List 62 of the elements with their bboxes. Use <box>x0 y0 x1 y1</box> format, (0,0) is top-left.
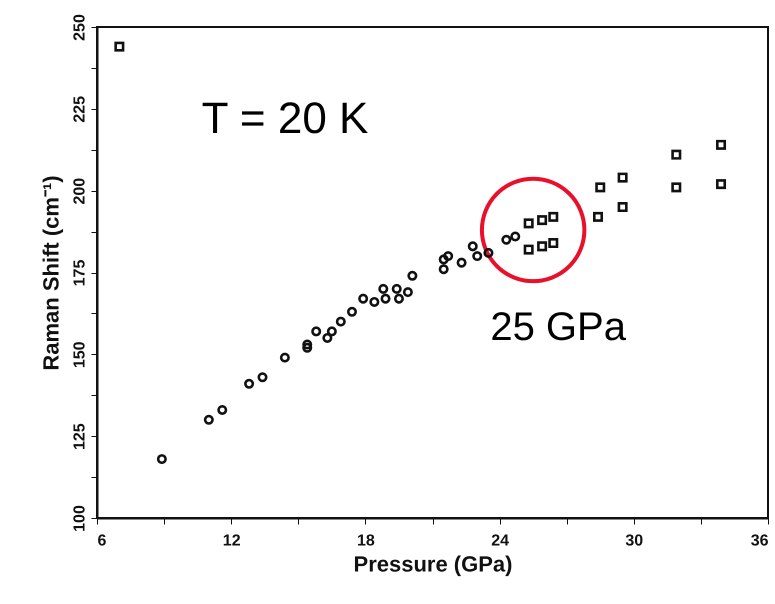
y-tick-label: 100 <box>72 505 88 532</box>
y-tick-label: 175 <box>72 260 88 286</box>
point <box>443 251 454 262</box>
point <box>472 251 482 262</box>
point <box>407 270 418 281</box>
x-tick-label: 30 <box>625 532 644 550</box>
point <box>311 326 322 336</box>
annotation: 25 GPa <box>490 304 627 349</box>
x-tick-label: 12 <box>222 532 241 550</box>
point <box>114 42 124 52</box>
point <box>537 241 548 252</box>
point <box>510 231 520 242</box>
point <box>336 316 346 327</box>
point <box>369 296 380 307</box>
y-tick-label: 125 <box>72 423 88 450</box>
point <box>524 218 534 228</box>
point <box>217 404 228 415</box>
point <box>537 215 548 226</box>
point <box>548 238 558 248</box>
point <box>380 294 391 304</box>
point <box>302 342 312 353</box>
point <box>618 172 628 183</box>
point <box>548 212 558 222</box>
point <box>524 244 534 255</box>
point <box>346 306 357 317</box>
point <box>326 326 337 336</box>
point <box>671 182 682 192</box>
y-tick-label: 250 <box>72 14 88 41</box>
point <box>378 284 388 294</box>
x-axis-title: Pressure (GPa) <box>354 552 512 576</box>
annotation: T = 20 K <box>202 94 368 143</box>
point <box>156 454 167 464</box>
point <box>402 287 413 298</box>
y-tick-label: 150 <box>72 341 88 368</box>
point <box>595 182 606 192</box>
point <box>394 294 404 304</box>
point <box>438 254 449 264</box>
point <box>716 179 726 190</box>
y-tick-label: 225 <box>72 96 88 123</box>
point <box>302 340 312 350</box>
point <box>483 248 494 258</box>
x-tick-label: 6 <box>98 532 106 550</box>
x-tick-label: 18 <box>357 532 375 550</box>
point <box>671 150 682 160</box>
point <box>618 202 628 212</box>
point <box>358 294 368 304</box>
point <box>593 212 604 222</box>
y-tick-label: 200 <box>72 178 88 205</box>
point <box>456 258 467 268</box>
point <box>716 140 726 150</box>
point <box>322 332 332 343</box>
y-axis-title: Raman Shift (cm⁻¹) <box>38 175 64 371</box>
point <box>501 234 512 245</box>
point <box>392 284 402 294</box>
point <box>438 264 449 274</box>
point <box>204 414 214 425</box>
point <box>258 372 268 382</box>
point <box>244 378 254 389</box>
point <box>468 241 478 252</box>
point <box>280 352 290 363</box>
x-tick-label: 24 <box>491 532 510 550</box>
x-tick-label: 36 <box>750 532 769 550</box>
